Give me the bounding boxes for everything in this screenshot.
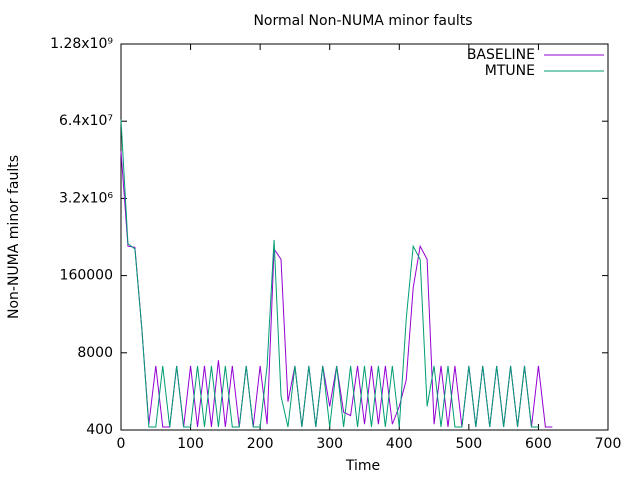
x-tick-label: 0 <box>117 436 126 452</box>
chart-title: Normal Non-NUMA minor faults <box>253 13 472 29</box>
y-tick-label: 160000 <box>60 268 113 284</box>
x-tick-label: 300 <box>316 436 343 452</box>
series-line <box>120 119 539 428</box>
x-axis-label: Time <box>345 458 380 474</box>
y-tick-label: 3.2x10⁶ <box>59 190 113 206</box>
y-tick-label: 400 <box>86 422 113 438</box>
y-tick-label: 1.28x10⁹ <box>50 36 113 52</box>
plot-frame <box>120 43 609 431</box>
x-tick-label: 400 <box>386 436 413 452</box>
x-tick-label: 700 <box>595 436 622 452</box>
y-axis-label: Non-NUMA minor faults <box>6 155 22 319</box>
legend-label: MTUNE <box>485 63 535 79</box>
x-tick-label: 500 <box>455 436 482 452</box>
legend-label: BASELINE <box>467 47 535 63</box>
x-tick-label: 600 <box>525 436 552 452</box>
y-tick-label: 8000 <box>77 345 113 361</box>
x-tick-label: 100 <box>177 436 204 452</box>
y-tick-label: 6.4x10⁷ <box>59 113 113 129</box>
series-line <box>120 151 553 428</box>
x-tick-label: 200 <box>247 436 274 452</box>
